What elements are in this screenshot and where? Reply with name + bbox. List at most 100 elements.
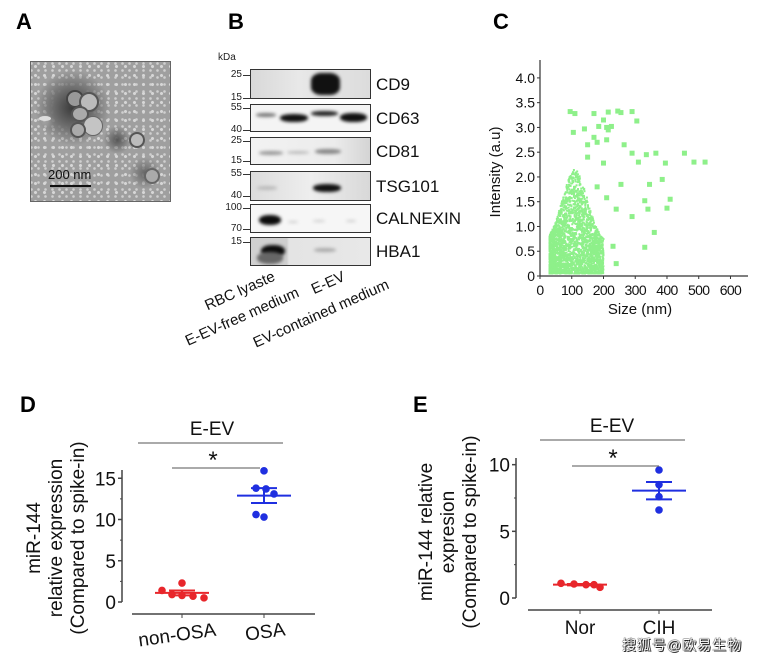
data-point [572,248,575,251]
data-point [590,272,593,275]
data-point [578,210,581,213]
data-point [556,263,559,266]
data-point [548,248,551,251]
data-point [553,249,556,252]
data-point [586,240,589,243]
data-point [581,190,584,193]
data-point [582,235,585,238]
data-point [594,229,597,232]
data-point [550,252,553,255]
data-point [582,194,585,197]
data-point [585,199,588,202]
data-point [588,235,591,238]
data-point [594,251,597,254]
data-point [564,247,567,250]
data-point [578,206,581,209]
data-point [553,271,556,274]
data-point [573,244,576,247]
data-point [573,222,576,225]
data-point [590,220,593,223]
data-point [550,239,553,242]
data-point [561,230,564,233]
data-point [580,207,583,210]
data-point [553,238,556,241]
data-point [589,217,592,220]
data-point [564,240,567,243]
data-point [576,198,579,201]
data-point [570,229,573,232]
data-point [598,269,601,272]
data-point [587,244,590,247]
data-point [578,177,581,180]
x-tick-label: Nor [565,618,596,635]
data-point [595,239,598,242]
data-point [566,235,569,238]
data-point [591,269,594,272]
data-point [560,254,563,257]
data-point [573,215,576,218]
data-point [618,181,624,187]
data-point [553,225,556,228]
data-point [178,579,186,587]
y-axis-label: (Compared to spike-in) [68,441,89,634]
data-point [572,168,575,171]
data-point [572,234,575,237]
data-point [571,252,574,255]
data-point [579,199,582,202]
vesicle [70,122,86,138]
data-point [553,261,556,264]
data-point [574,253,577,256]
data-point [589,210,592,213]
band [257,186,277,190]
data-point [584,210,587,213]
data-point [579,243,582,246]
data-point [581,211,584,214]
data-point [557,269,560,272]
data-point [559,231,562,234]
data-point [570,176,573,179]
data-point [578,260,581,263]
data-point [565,264,568,267]
data-point [591,223,594,226]
data-point [552,265,555,268]
data-point [564,221,567,224]
data-point [596,260,599,263]
data-point [578,225,581,228]
data-point [556,245,559,248]
data-point [591,239,594,242]
data-point [555,217,558,220]
data-point [548,256,551,259]
data-point [595,226,598,229]
data-point [655,466,663,474]
data-point [596,250,599,253]
watermark: 搜狐号@欧易生物 [622,637,743,653]
data-point [593,247,596,250]
data-point [578,222,581,225]
data-point [557,579,565,588]
data-point [578,264,581,267]
data-point [589,236,592,239]
data-point [555,266,558,269]
data-point [554,256,557,259]
mw-tick [243,242,250,243]
data-point [583,187,586,190]
data-point [571,239,574,242]
data-point [581,209,584,212]
data-point [588,261,591,264]
data-point [552,231,555,234]
data-point [565,270,568,273]
data-point [584,202,587,205]
data-point [566,199,569,202]
data-point [582,269,585,272]
data-point [580,242,583,245]
band [314,248,336,252]
data-point [595,265,598,268]
data-point [578,223,581,226]
data-point [587,256,590,259]
data-point [592,241,595,244]
data-point [565,202,568,205]
data-point [583,246,586,249]
data-point [576,218,579,221]
data-point [572,176,575,179]
blot-cd81 [250,137,371,165]
